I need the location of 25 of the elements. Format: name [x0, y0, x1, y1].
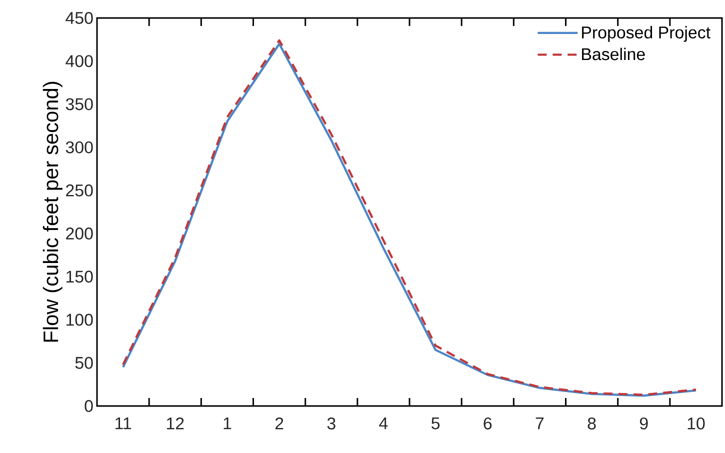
x-tick-label: 2 — [275, 417, 284, 430]
legend-label: Baseline — [582, 48, 645, 60]
y-tick-label: 100 — [66, 314, 93, 326]
y-tick-label: 0 — [84, 400, 93, 412]
x-tick-label: 10 — [688, 417, 705, 430]
legend-label: Proposed Project — [582, 26, 710, 42]
y-tick-label: 300 — [66, 141, 93, 154]
x-tick-label: 11 — [116, 417, 132, 430]
y-tick-label: 250 — [66, 184, 93, 196]
x-tick-label: 5 — [432, 417, 440, 430]
x-tick-label: 4 — [379, 417, 388, 430]
y-tick-label: 50 — [75, 356, 93, 369]
y-axis-title: Flow (cubic feet per second) — [42, 82, 62, 342]
y-tick-label: 450 — [66, 12, 93, 24]
x-tick-label: 1 — [224, 417, 232, 430]
x-tick-label: 6 — [484, 417, 492, 430]
y-tick-label: 200 — [66, 228, 93, 240]
x-tick-label: 7 — [536, 417, 544, 430]
x-tick-label: 8 — [588, 417, 596, 430]
y-tick-label: 350 — [66, 98, 93, 110]
x-tick-label: 12 — [167, 417, 184, 430]
y-tick-label: 150 — [66, 270, 93, 283]
x-tick-label: 9 — [640, 417, 648, 430]
x-tick-label: 3 — [327, 417, 336, 430]
y-tick-label: 400 — [66, 55, 93, 68]
